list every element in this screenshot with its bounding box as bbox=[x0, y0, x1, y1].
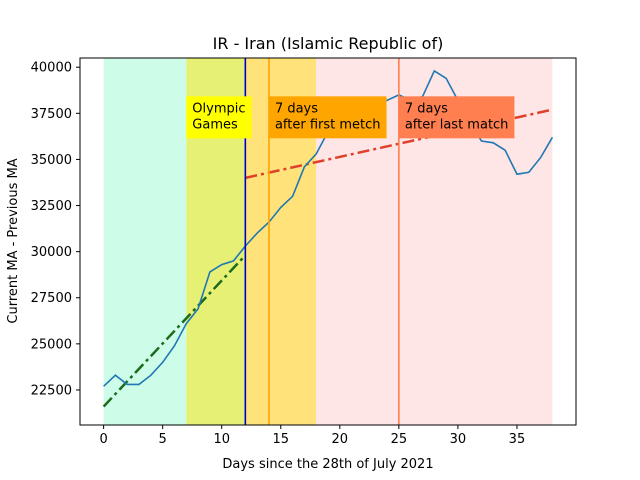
y-tick-label: 37500 bbox=[31, 107, 72, 122]
y-axis-label: Current MA - Previous MA bbox=[6, 158, 21, 323]
x-axis-label: Days since the 28th of July 2021 bbox=[222, 457, 433, 472]
x-tick-label: 0 bbox=[99, 432, 107, 447]
annotation-text-2-0: 7 days bbox=[405, 101, 448, 116]
annotation-text-0-0: Olympic bbox=[192, 101, 245, 116]
chart-title: IR - Iran (Islamic Republic of) bbox=[213, 34, 444, 53]
x-tick-label: 20 bbox=[332, 432, 349, 447]
plot-frame bbox=[79, 57, 577, 426]
y-axis-ticks: 22500 25000 27500 30000 32500 35000 37500 40000 bbox=[31, 61, 80, 398]
annotation-box-0 bbox=[186, 96, 252, 139]
annotation-box-1 bbox=[268, 96, 387, 139]
y-tick-label: 22500 bbox=[31, 383, 72, 398]
annotation-box-2 bbox=[398, 96, 515, 139]
x-tick-label: 10 bbox=[213, 432, 230, 447]
shaded-region-0 bbox=[103, 58, 187, 425]
annotation-text-1-0: 7 days bbox=[275, 101, 318, 116]
x-tick-label: 5 bbox=[159, 432, 167, 447]
x-axis-ticks: 0 5 10 15 20 25 30 35 bbox=[99, 425, 525, 447]
annotation-text-0-1: Games bbox=[192, 117, 238, 132]
y-tick-label: 25000 bbox=[31, 337, 72, 352]
y-tick-label: 40000 bbox=[31, 61, 72, 76]
x-tick-label: 35 bbox=[509, 432, 526, 447]
annotation-text-1-1: after first metch bbox=[275, 117, 381, 132]
annotation-text-2-1: after last match bbox=[405, 117, 509, 132]
y-tick-label: 32500 bbox=[31, 199, 72, 214]
y-tick-label: 35000 bbox=[31, 153, 72, 168]
y-tick-label: 27500 bbox=[31, 291, 72, 306]
x-tick-label: 30 bbox=[450, 432, 467, 447]
x-tick-label: 25 bbox=[391, 432, 408, 447]
y-tick-label: 30000 bbox=[31, 245, 72, 260]
x-tick-label: 15 bbox=[272, 432, 289, 447]
trend-line-0 bbox=[102, 254, 247, 408]
